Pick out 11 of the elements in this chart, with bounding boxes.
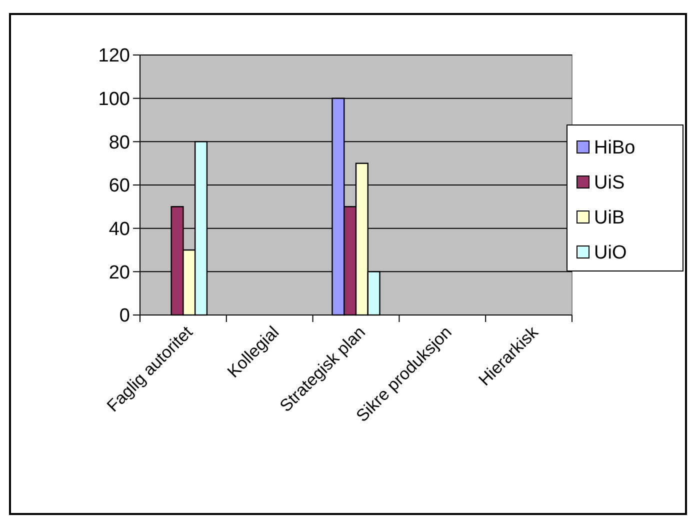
y-tick-label: 100 [98,88,130,110]
y-tick-label: 20 [108,262,130,284]
y-tick-label: 80 [108,132,130,154]
y-tick-label: 0 [119,306,130,327]
y-tick-label: 60 [108,176,130,197]
y-tick-label: 120 [98,46,130,67]
legend-label: HiBo [594,138,636,159]
legend-label: UiO [594,242,627,264]
y-tick-label: 40 [108,218,130,240]
legend-label: UiB [594,208,625,229]
legend-label: UiS [594,172,625,194]
